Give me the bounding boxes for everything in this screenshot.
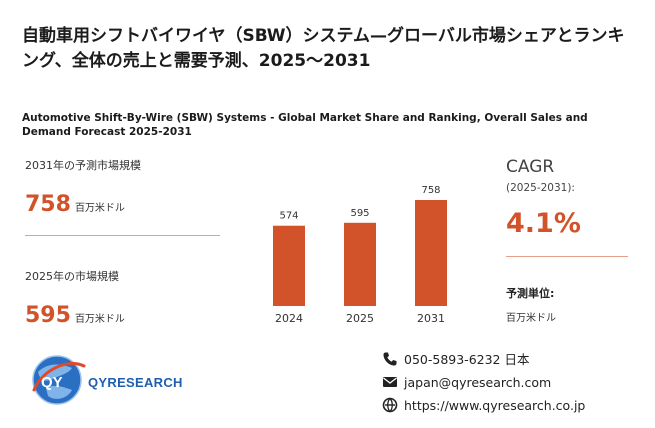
logo-text: QYRESEARCH — [88, 375, 183, 390]
forecast-value-row: 758 百万米ドル — [25, 192, 125, 217]
bar-2031 — [415, 200, 447, 306]
current-label: 2025年の市場規模 — [25, 270, 119, 283]
x-tick-label-2025: 2025 — [346, 312, 374, 325]
forecast-divider — [25, 235, 220, 236]
forecast-value: 758 — [25, 192, 71, 217]
current-value-row: 595 百万米ドル — [25, 303, 125, 328]
globe-logo-icon: QY — [32, 355, 86, 405]
forecast-label: 2031年の予測市場規模 — [25, 159, 141, 172]
page-title-ja: 自動車用シフトバイワイヤ（SBW）システム—グローバル市場シェアとランキング、全… — [22, 26, 625, 71]
bar-value-label-2024: 574 — [279, 211, 298, 222]
x-tick-label-2031: 2031 — [417, 312, 445, 325]
bar-2025 — [344, 222, 376, 306]
bar-value-label-2025: 595 — [350, 208, 369, 219]
globe-icon — [382, 397, 398, 413]
contact-website: https://www.qyresearch.co.jp — [382, 397, 585, 413]
bar-value-label-2031: 758 — [421, 185, 440, 196]
contact-email: japan@qyresearch.com — [382, 374, 551, 390]
email-link[interactable]: japan@qyresearch.com — [404, 374, 552, 390]
forecast-unit: 百万米ドル — [74, 203, 125, 214]
cagr-period: (2025-2031): — [506, 182, 575, 194]
cagr-value: 4.1% — [506, 208, 581, 239]
current-unit: 百万米ドル — [74, 314, 125, 325]
phone-icon — [383, 352, 397, 365]
website-link[interactable]: https://www.qyresearch.co.jp — [404, 397, 586, 413]
market-size-bar-chart: 574 2024 595 2025 758 2031 — [273, 185, 447, 325]
cagr-title: CAGR — [506, 157, 555, 177]
cagr-divider — [506, 256, 628, 257]
bar-2024 — [273, 225, 305, 306]
email-icon — [383, 377, 397, 387]
x-tick-label-2024: 2024 — [275, 312, 303, 325]
qyresearch-logo: QY QYRESEARCH — [28, 350, 188, 410]
phone-text: 050-5893-6232 日本 — [404, 352, 530, 367]
unit-value: 百万米ドル — [506, 313, 556, 324]
page-title-en: Automotive Shift-By-Wire (SBW) Systems -… — [22, 112, 588, 138]
contact-phone: 050-5893-6232 日本 — [382, 349, 529, 368]
unit-label: 予測単位: — [506, 287, 555, 300]
current-value: 595 — [25, 303, 71, 328]
svg-text:QY: QY — [41, 374, 63, 391]
